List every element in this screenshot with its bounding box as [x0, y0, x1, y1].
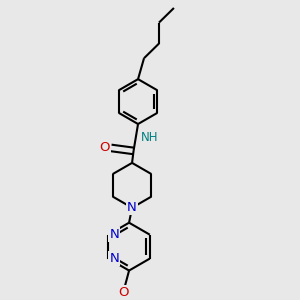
Text: N: N	[110, 252, 119, 265]
Text: N: N	[127, 201, 137, 214]
Text: NH: NH	[140, 131, 158, 144]
Text: O: O	[99, 141, 110, 154]
Text: O: O	[118, 286, 128, 299]
Text: N: N	[110, 228, 119, 241]
